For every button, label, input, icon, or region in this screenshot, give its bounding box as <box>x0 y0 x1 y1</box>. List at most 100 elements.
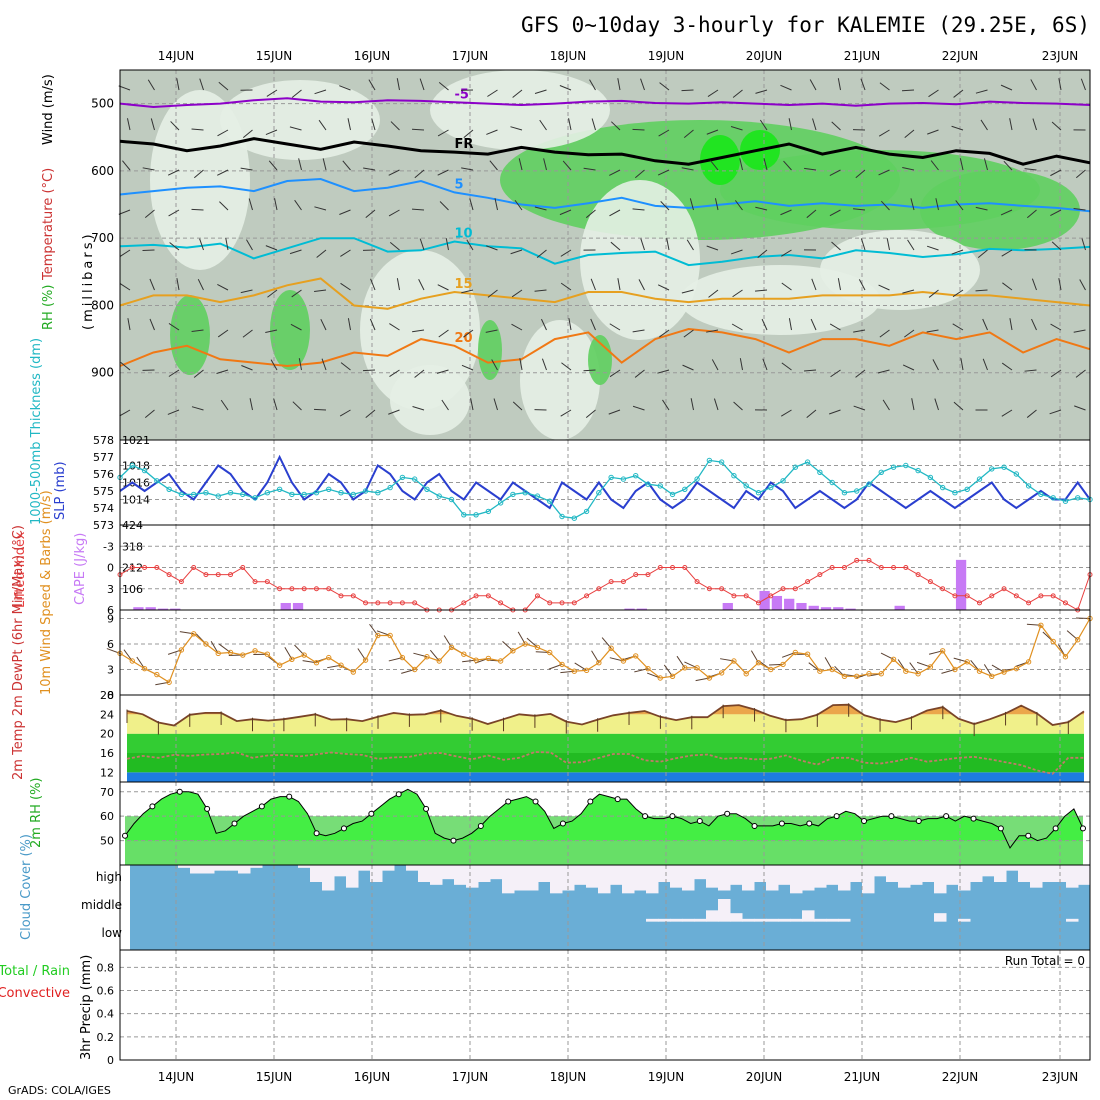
li-marker <box>301 586 307 592</box>
wind-barb <box>1024 168 1037 171</box>
wind-barb <box>340 282 351 291</box>
wind-barb <box>829 323 841 331</box>
thickness-marker <box>436 493 442 499</box>
y-tick-pressure: 600 <box>91 164 114 178</box>
thickness-marker <box>1062 498 1069 504</box>
rh-marker <box>888 813 895 820</box>
wind-barb <box>241 365 253 371</box>
li-marker <box>498 600 504 606</box>
y-tick-rh: 70 <box>100 786 114 799</box>
wind-barb <box>365 409 376 419</box>
cape-bar <box>624 608 635 610</box>
wind-barb <box>266 89 278 97</box>
thickness-marker <box>731 473 737 479</box>
wind-barb <box>147 79 155 91</box>
day-labels-bottom: 14JUN 15JUN 16JUN 17JUN 18JUN 19JUN 20JUN 21JUN… <box>158 1070 1079 1084</box>
wind-marker <box>497 658 504 664</box>
wind-barb <box>707 89 719 97</box>
li-marker <box>191 565 197 570</box>
wind-barb <box>806 209 817 219</box>
li-marker <box>154 565 160 570</box>
thickness-marker <box>952 490 958 496</box>
li-marker <box>792 586 798 592</box>
cloud-high-bar <box>526 865 539 891</box>
thickness-marker <box>829 479 835 486</box>
li-marker <box>841 565 847 570</box>
wind-barb <box>362 369 376 372</box>
thickness-marker <box>878 469 884 475</box>
thickness-marker <box>915 467 921 474</box>
wind-barb <box>142 167 155 171</box>
day-label-bottom: 14JUN <box>158 1070 195 1084</box>
wind-barb <box>289 249 302 255</box>
wind-barb <box>318 119 327 131</box>
cloud-mid-bar <box>646 918 659 922</box>
li-marker <box>350 593 356 599</box>
wind-barb <box>512 401 523 411</box>
wind-barb <box>438 329 449 338</box>
li-marker <box>927 579 933 585</box>
wind-barb <box>952 289 964 298</box>
wind-barb <box>589 79 596 91</box>
slp-ylabel: SLP (mb) <box>53 461 68 520</box>
cloud-high-bar <box>646 865 659 894</box>
wind-barb <box>120 362 131 371</box>
wind-barb <box>930 160 939 171</box>
wind-barb <box>879 329 890 338</box>
wind-barb <box>910 198 915 211</box>
wind-barb <box>441 399 449 411</box>
cloud-high-bar <box>982 865 995 877</box>
thickness-marker <box>424 486 430 492</box>
thickness-marker <box>252 495 258 501</box>
wind-barb <box>806 409 817 418</box>
cloud-mid-bar <box>778 918 791 922</box>
wind-barb <box>757 249 768 258</box>
wind-barb <box>733 401 743 411</box>
wind-barb <box>217 129 229 137</box>
thickness-marker <box>289 491 295 498</box>
wind-barb <box>534 89 547 95</box>
wind-marker <box>583 667 590 674</box>
thickness-marker <box>276 486 283 492</box>
cloud-mid-bar <box>838 918 851 922</box>
wind-barb <box>904 329 915 338</box>
wind-barb <box>270 359 278 371</box>
wind-barb <box>539 119 547 131</box>
y-tick-pressure: 500 <box>91 97 114 111</box>
wind-barb <box>347 318 351 331</box>
isotherm-line <box>119 237 1091 267</box>
wind-barb <box>365 209 376 219</box>
rh-marker <box>696 818 703 825</box>
wind-barb <box>657 369 670 374</box>
wind-barb <box>199 238 204 251</box>
upper-air-panel: 500 600 700 800 900 -5 FR 5 10 15 20 RH (%) Temperat… <box>41 69 1091 441</box>
cloud-ylabel: Cloud Cover (%) <box>19 834 34 940</box>
wind-barb <box>804 369 817 372</box>
wind-barb <box>469 198 474 211</box>
isotherm-label: -5 <box>454 87 468 102</box>
li-marker <box>817 572 823 578</box>
cloud-high-bar <box>814 865 827 888</box>
thickness-marker <box>780 478 786 484</box>
wind-barb <box>291 289 302 298</box>
thickness-marker <box>227 490 234 496</box>
li-marker <box>633 572 639 578</box>
wind-barb <box>396 278 400 291</box>
li-marker <box>142 565 148 570</box>
li-marker <box>755 600 761 606</box>
thickness-marker <box>976 476 983 482</box>
cloud-mid-bar <box>670 918 683 922</box>
cloud-high-bar <box>862 865 875 894</box>
wind-barb <box>396 78 400 91</box>
wind-barb <box>412 329 425 333</box>
cloud-high-bar <box>586 865 599 888</box>
thickness-marker <box>522 490 528 496</box>
wind-barb <box>1000 84 1013 91</box>
thickness-marker <box>632 473 639 479</box>
legend-convective: Convective <box>0 986 70 1001</box>
wind-barb <box>681 89 694 92</box>
day-label-top: 21JUN <box>844 49 881 63</box>
thickness-marker <box>804 459 811 465</box>
li-marker <box>768 593 774 599</box>
cloud-high-bar <box>826 865 839 885</box>
